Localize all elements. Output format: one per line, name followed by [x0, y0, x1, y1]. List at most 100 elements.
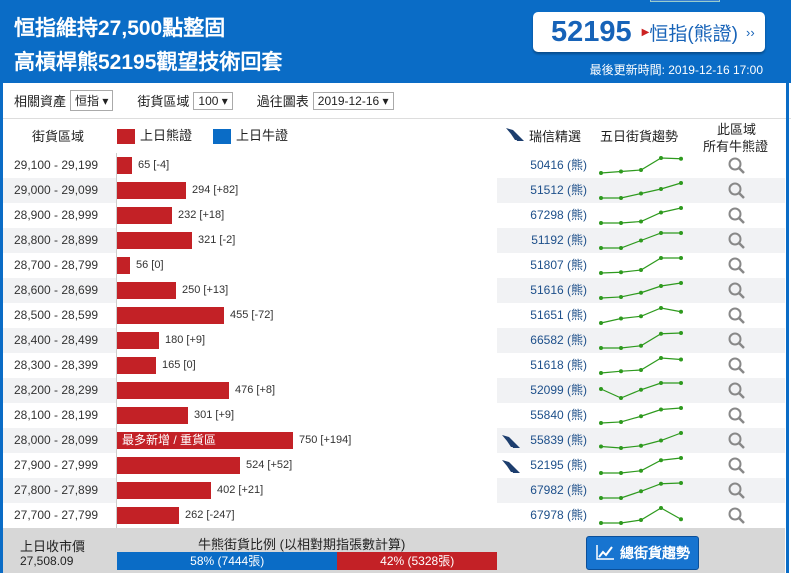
- trend-sparkline: [599, 406, 683, 425]
- col-trend: 五日街貨趨勢: [600, 129, 679, 144]
- bear-bar[interactable]: [117, 332, 159, 349]
- trend-sparkline: [599, 306, 683, 325]
- search-icon[interactable]: [728, 507, 746, 528]
- search-icon[interactable]: [728, 232, 746, 253]
- trend-point: [599, 171, 603, 175]
- trend-point: [619, 316, 623, 321]
- footer: 上日收市價 27,508.09 牛熊街貨比例 (以相對期指張數計算) 58% (…: [3, 528, 785, 573]
- bear-bar[interactable]: 最多新增 / 重貨區: [117, 432, 293, 449]
- trend-chart-icon: [595, 543, 615, 564]
- trend-point: [639, 443, 643, 448]
- bear-bar[interactable]: [117, 507, 179, 524]
- bear-bar[interactable]: [117, 157, 132, 174]
- trend-sparkline: [599, 331, 683, 350]
- search-icon[interactable]: [728, 357, 746, 378]
- range-cell: 29,100 - 29,199: [14, 158, 99, 172]
- header-tab[interactable]: [650, 0, 720, 2]
- warrant-code-link[interactable]: 55839 (熊): [530, 433, 587, 447]
- bear-bar[interactable]: [117, 182, 186, 199]
- range-cell: 27,700 - 27,799: [14, 508, 99, 522]
- trend-point: [599, 246, 603, 250]
- warrant-code-link[interactable]: 66582 (熊): [530, 333, 587, 347]
- bear-bar[interactable]: [117, 207, 172, 224]
- trend-point: [659, 210, 663, 215]
- trend-point: [619, 246, 623, 250]
- trend-point: [679, 256, 683, 260]
- search-icon[interactable]: [728, 332, 746, 353]
- chevron-right-icon: ››: [746, 24, 755, 40]
- trend-sparkline: [599, 231, 683, 250]
- qty-label: 301 [+9]: [194, 409, 235, 421]
- total-trend-button[interactable]: 總街貨趨勢: [586, 536, 699, 570]
- search-icon[interactable]: [728, 457, 746, 478]
- search-icon[interactable]: [728, 432, 746, 453]
- trend-point: [599, 346, 603, 350]
- bear-swatch: [117, 129, 135, 145]
- search-icon[interactable]: [728, 407, 746, 428]
- search-icon[interactable]: [728, 307, 746, 328]
- warrant-code-link[interactable]: 52195 (熊): [530, 458, 587, 472]
- table-row: 28,200 - 28,299 476 [+8] 52099 (熊): [3, 378, 785, 403]
- history-select[interactable]: 2019-12-16 ▾: [312, 91, 394, 110]
- zone-select[interactable]: 100 ▾: [193, 91, 233, 110]
- qty-label: 56 [0]: [136, 259, 164, 271]
- table-row: 28,400 - 28,499 180 [+9] 66582 (熊): [3, 328, 785, 353]
- bear-bar[interactable]: [117, 382, 229, 399]
- bear-bar[interactable]: [117, 482, 211, 499]
- trend-sparkline: [599, 281, 683, 300]
- bear-bar[interactable]: [117, 257, 130, 274]
- bear-bar[interactable]: [117, 357, 156, 374]
- qty-label: 476 [+8]: [235, 384, 276, 396]
- warrant-code-link[interactable]: 67298 (熊): [530, 208, 587, 222]
- search-icon[interactable]: [728, 257, 746, 278]
- warrant-code-link[interactable]: 50416 (熊): [530, 158, 587, 172]
- warrant-code-link[interactable]: 67982 (熊): [530, 483, 587, 497]
- warrant-code-link[interactable]: 52099 (熊): [530, 383, 587, 397]
- warrant-code-link[interactable]: 55840 (熊): [530, 408, 587, 422]
- qty-label: 455 [-72]: [230, 309, 274, 321]
- warrant-code-link[interactable]: 51807 (熊): [530, 258, 587, 272]
- qty-label: 180 [+9]: [165, 334, 206, 346]
- range-cell: 29,000 - 29,099: [3, 178, 116, 203]
- asset-select[interactable]: 恒指 ▾: [70, 90, 114, 111]
- trend-point: [639, 314, 643, 319]
- warrant-code-link[interactable]: 67978 (熊): [530, 508, 587, 522]
- headline-2: 高槓桿熊52195觀望技術回套: [14, 51, 283, 74]
- bear-bar[interactable]: [117, 407, 188, 424]
- bear-bar[interactable]: [117, 282, 176, 299]
- ubs-logo-icon: [501, 433, 521, 452]
- search-icon[interactable]: [728, 482, 746, 503]
- trend-point: [599, 321, 603, 325]
- bear-bar[interactable]: [117, 457, 240, 474]
- trend-sparkline: [599, 206, 683, 225]
- featured-warrant-button[interactable]: 52195 ▶ 恒指(熊證) ››: [533, 12, 765, 52]
- trend-point: [639, 268, 643, 272]
- trend-point: [679, 331, 683, 335]
- search-icon[interactable]: [728, 382, 746, 403]
- row-right: 51512 (熊): [497, 178, 785, 203]
- search-icon[interactable]: [728, 182, 746, 203]
- warrant-code-link[interactable]: 51192 (熊): [531, 233, 587, 247]
- trend-point: [639, 368, 643, 372]
- bear-bar[interactable]: [117, 307, 224, 324]
- trend-point: [619, 419, 623, 424]
- bear-bar[interactable]: [117, 232, 192, 249]
- bar-annotation: 最多新增 / 重貨區: [122, 433, 217, 447]
- warrant-code-link[interactable]: 51616 (熊): [530, 283, 587, 297]
- search-icon[interactable]: [728, 207, 746, 228]
- table-row: 28,600 - 28,699 250 [+13] 51616 (熊): [3, 278, 785, 303]
- range-cell: 27,800 - 27,899: [3, 478, 116, 503]
- range-cell: 28,100 - 28,199: [14, 408, 99, 422]
- trend-point: [619, 294, 623, 299]
- trend-point: [639, 168, 643, 172]
- search-icon[interactable]: [728, 157, 746, 178]
- warrant-code-link[interactable]: 51651 (熊): [530, 308, 587, 322]
- headline-1: 恒指維持27,500點整固: [14, 17, 226, 40]
- search-icon[interactable]: [728, 282, 746, 303]
- trend-point: [659, 231, 663, 235]
- warrant-code-link[interactable]: 51618 (熊): [530, 358, 587, 372]
- featured-code: 52195: [551, 15, 632, 48]
- qty-label: 402 [+21]: [217, 484, 264, 496]
- warrant-code-link[interactable]: 51512 (熊): [530, 183, 587, 197]
